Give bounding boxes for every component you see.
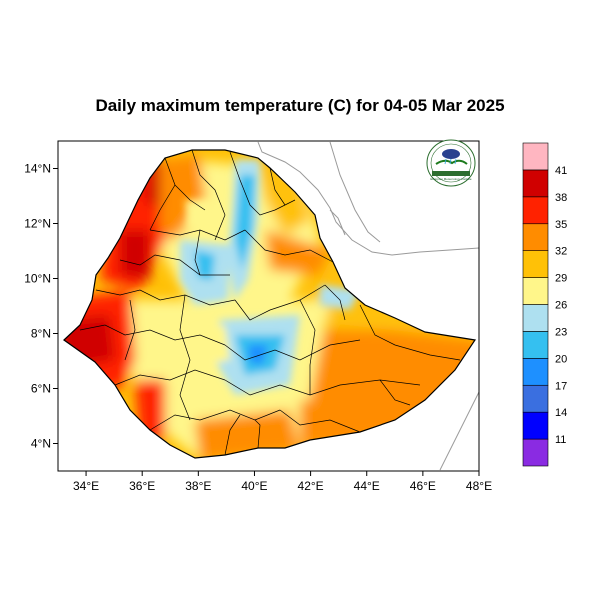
country-outline — [63, 149, 477, 459]
colorbar-swatch — [522, 277, 549, 305]
y-tick-label: 8°N — [31, 327, 51, 341]
colorbar-label: 20 — [555, 353, 567, 365]
colorbar-label: 35 — [555, 219, 567, 231]
y-axis: 14°N 12°N 10°N 8°N 6°N 4°N — [24, 162, 58, 451]
x-tick-label: 44°E — [354, 479, 380, 493]
y-tick-label: 6°N — [31, 382, 51, 396]
colorbar-swatch — [522, 384, 549, 413]
colorbar-swatch — [522, 358, 549, 386]
y-tick-label: 4°N — [31, 437, 51, 451]
y-tick-label: 12°N — [24, 217, 51, 231]
colorbar-swatch — [522, 331, 549, 359]
y-tick-label: 14°N — [24, 162, 51, 176]
colorbar-labels: 11 14 17 20 23 26 29 32 35 38 41 — [555, 165, 567, 446]
plot-frame — [57, 140, 480, 472]
x-tick-label: 46°E — [410, 479, 436, 493]
x-tick-label: 36°E — [129, 479, 155, 493]
colorbar-swatch — [522, 250, 549, 278]
colorbar-swatch — [522, 169, 549, 198]
admin-boundaries — [79, 149, 461, 456]
colorbar-swatch — [522, 304, 549, 332]
institute-logo: Ethiopian Meteorology Institute — [426, 139, 476, 187]
colorbar-swatch — [522, 411, 549, 440]
logo-text: Ethiopian Meteorology Institute — [430, 177, 472, 181]
x-tick-label: 34°E — [73, 479, 99, 493]
colorbar — [522, 142, 549, 467]
colorbar-swatch — [522, 223, 549, 251]
x-tick-label: 42°E — [298, 479, 324, 493]
map-title: Daily maximum temperature (C) for 04-05 … — [95, 96, 505, 115]
colorbar-label: 29 — [555, 273, 567, 285]
colorbar-swatch — [522, 142, 549, 171]
colorbar-label: 14 — [555, 407, 567, 419]
colorbar-swatch — [522, 438, 549, 467]
colorbar-swatch — [522, 196, 549, 225]
colorbar-label: 23 — [555, 326, 567, 338]
colorbar-label: 32 — [555, 246, 567, 258]
cloud-icon — [442, 149, 460, 159]
colorbar-label: 41 — [555, 165, 567, 177]
x-axis: 34°E 36°E 38°E 40°E 42°E 44°E 46°E 48°E — [73, 471, 492, 493]
neighbor-borders — [257, 141, 480, 471]
y-tick-label: 10°N — [24, 272, 51, 286]
colorbar-label: 38 — [555, 192, 567, 204]
colorbar-label: 26 — [555, 300, 567, 312]
colorbar-label: 17 — [555, 380, 567, 392]
x-tick-label: 38°E — [185, 479, 211, 493]
x-tick-label: 40°E — [241, 479, 267, 493]
x-tick-label: 48°E — [466, 479, 492, 493]
colorbar-label: 11 — [555, 434, 566, 446]
